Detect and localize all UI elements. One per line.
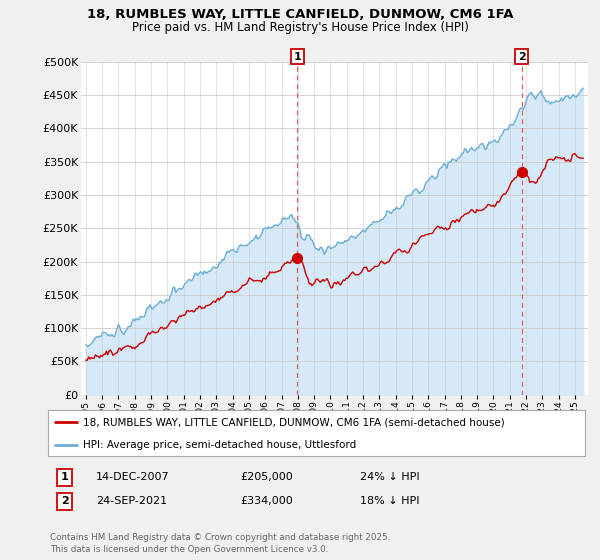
Text: 2: 2 xyxy=(518,52,526,62)
Text: 24% ↓ HPI: 24% ↓ HPI xyxy=(360,472,419,482)
Text: 24-SEP-2021: 24-SEP-2021 xyxy=(96,496,167,506)
Text: 1: 1 xyxy=(293,52,301,62)
Text: £334,000: £334,000 xyxy=(240,496,293,506)
Text: 14-DEC-2007: 14-DEC-2007 xyxy=(96,472,170,482)
Text: 2: 2 xyxy=(61,496,68,506)
Text: HPI: Average price, semi-detached house, Uttlesford: HPI: Average price, semi-detached house,… xyxy=(83,440,356,450)
Text: £205,000: £205,000 xyxy=(240,472,293,482)
Text: 1: 1 xyxy=(61,472,68,482)
Text: 18, RUMBLES WAY, LITTLE CANFIELD, DUNMOW, CM6 1FA (semi-detached house): 18, RUMBLES WAY, LITTLE CANFIELD, DUNMOW… xyxy=(83,417,505,427)
Text: Price paid vs. HM Land Registry's House Price Index (HPI): Price paid vs. HM Land Registry's House … xyxy=(131,21,469,34)
Text: Contains HM Land Registry data © Crown copyright and database right 2025.
This d: Contains HM Land Registry data © Crown c… xyxy=(50,533,390,554)
Text: 18, RUMBLES WAY, LITTLE CANFIELD, DUNMOW, CM6 1FA: 18, RUMBLES WAY, LITTLE CANFIELD, DUNMOW… xyxy=(87,8,513,21)
Text: 18% ↓ HPI: 18% ↓ HPI xyxy=(360,496,419,506)
